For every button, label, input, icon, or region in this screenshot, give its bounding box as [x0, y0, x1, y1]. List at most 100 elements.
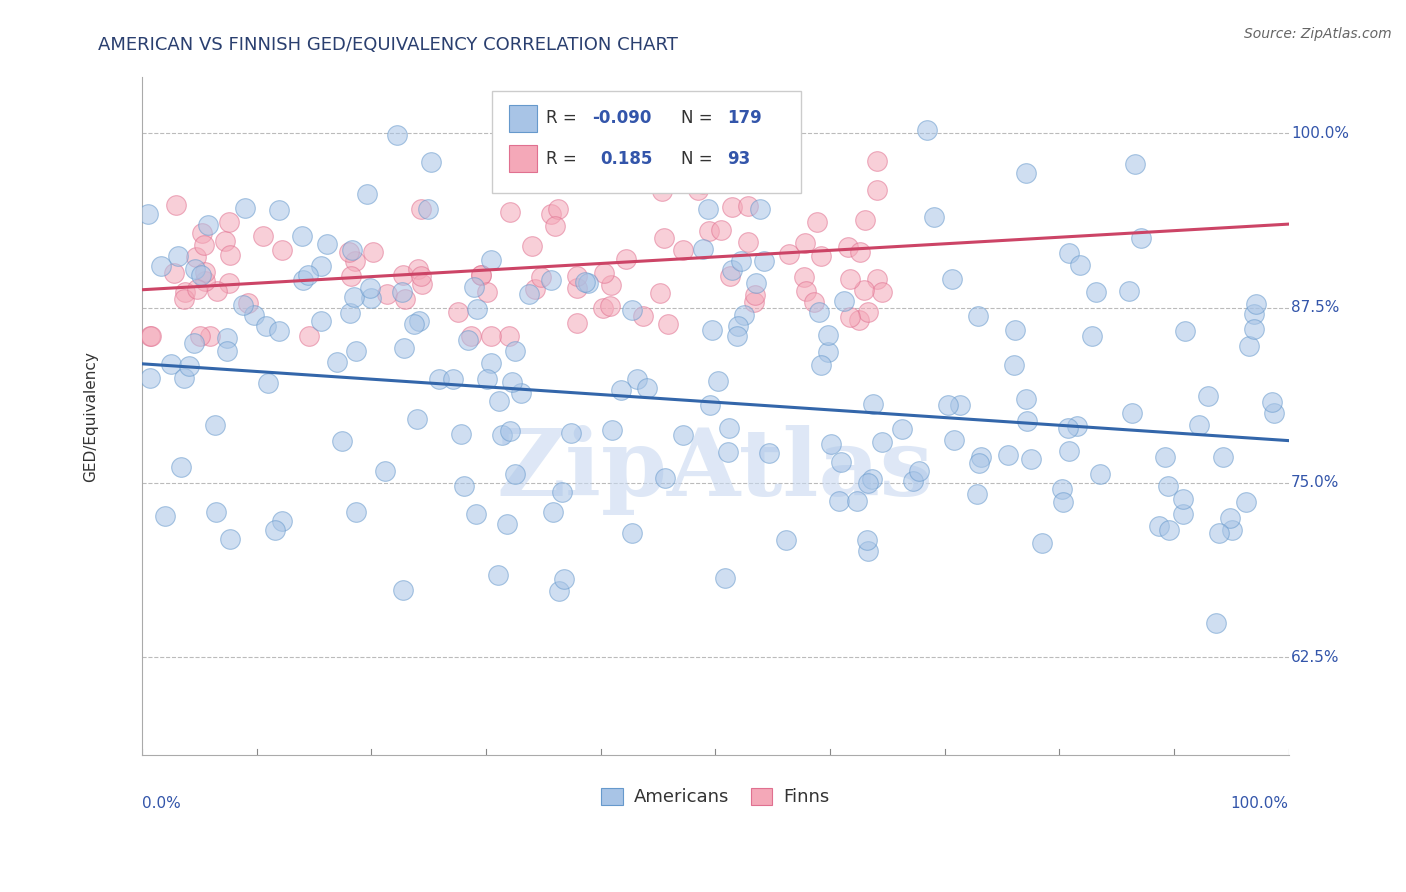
- Point: [901, 475, 924, 489]
- Point: [810, 358, 832, 372]
- Point: [503, 467, 526, 481]
- Point: [479, 253, 502, 268]
- Point: [1031, 535, 1053, 549]
- Point: [1123, 157, 1146, 171]
- Point: [173, 371, 195, 385]
- Point: [641, 124, 664, 138]
- Point: [749, 202, 772, 216]
- Point: [269, 324, 291, 338]
- Point: [1015, 392, 1038, 406]
- Point: [405, 412, 427, 426]
- Point: [406, 262, 429, 277]
- Point: [460, 329, 482, 343]
- Point: [503, 344, 526, 359]
- Point: [1219, 510, 1241, 524]
- Point: [177, 359, 200, 373]
- Point: [411, 277, 433, 292]
- Text: 62.5%: 62.5%: [1291, 649, 1340, 665]
- Point: [830, 454, 852, 468]
- Point: [654, 470, 676, 484]
- Point: [631, 310, 654, 324]
- Point: [565, 316, 588, 330]
- Point: [866, 183, 889, 197]
- Point: [1056, 421, 1078, 435]
- Point: [139, 371, 162, 385]
- Point: [184, 261, 207, 276]
- Point: [356, 187, 378, 202]
- Point: [710, 222, 733, 236]
- Point: [270, 514, 292, 528]
- Point: [359, 281, 381, 295]
- Text: 75.0%: 75.0%: [1291, 475, 1340, 490]
- Point: [470, 268, 492, 282]
- Text: -0.090: -0.090: [592, 109, 652, 127]
- Point: [499, 205, 522, 219]
- Point: [1154, 450, 1177, 465]
- Point: [966, 310, 988, 324]
- Point: [778, 247, 800, 261]
- Point: [714, 571, 737, 585]
- Point: [650, 286, 672, 301]
- Point: [686, 183, 709, 197]
- Point: [520, 239, 543, 253]
- Point: [636, 381, 658, 395]
- Point: [1171, 508, 1194, 522]
- Point: [565, 269, 588, 284]
- Point: [330, 434, 353, 449]
- Point: [184, 250, 207, 264]
- Point: [391, 285, 413, 299]
- Point: [657, 317, 679, 331]
- Point: [733, 309, 755, 323]
- Point: [1173, 491, 1195, 506]
- Point: [692, 174, 714, 188]
- Point: [218, 276, 240, 290]
- Text: Source: ZipAtlas.com: Source: ZipAtlas.com: [1244, 27, 1392, 41]
- Point: [1052, 495, 1074, 509]
- Point: [553, 572, 575, 586]
- Point: [839, 271, 862, 285]
- Point: [794, 235, 817, 250]
- Point: [205, 285, 228, 299]
- Point: [806, 215, 828, 229]
- Point: [1118, 285, 1140, 299]
- Point: [408, 314, 430, 328]
- Point: [155, 509, 177, 524]
- Point: [416, 202, 439, 216]
- Point: [853, 213, 876, 227]
- Point: [198, 329, 221, 343]
- Point: [344, 343, 367, 358]
- Text: 0.0%: 0.0%: [142, 796, 180, 811]
- Point: [866, 272, 889, 286]
- Point: [808, 304, 831, 318]
- Point: [837, 239, 859, 253]
- FancyBboxPatch shape: [509, 145, 537, 172]
- Point: [1212, 450, 1234, 465]
- Point: [479, 356, 502, 370]
- Point: [860, 471, 883, 485]
- Point: [464, 507, 486, 521]
- Point: [551, 484, 574, 499]
- Point: [271, 243, 294, 257]
- Point: [870, 285, 893, 299]
- Point: [1205, 616, 1227, 631]
- Point: [838, 310, 860, 324]
- Point: [186, 282, 208, 296]
- Point: [309, 260, 332, 274]
- Point: [254, 318, 277, 333]
- Point: [193, 274, 215, 288]
- Point: [340, 269, 363, 284]
- Point: [737, 235, 759, 249]
- Point: [574, 275, 596, 289]
- Point: [1159, 524, 1181, 538]
- Point: [499, 424, 522, 438]
- Point: [218, 215, 240, 229]
- Point: [188, 329, 211, 343]
- Point: [1057, 444, 1080, 458]
- Point: [602, 423, 624, 437]
- Point: [626, 372, 648, 386]
- Point: [419, 155, 441, 169]
- Point: [375, 287, 398, 301]
- Point: [1004, 323, 1026, 337]
- Point: [392, 268, 415, 282]
- Point: [344, 505, 367, 519]
